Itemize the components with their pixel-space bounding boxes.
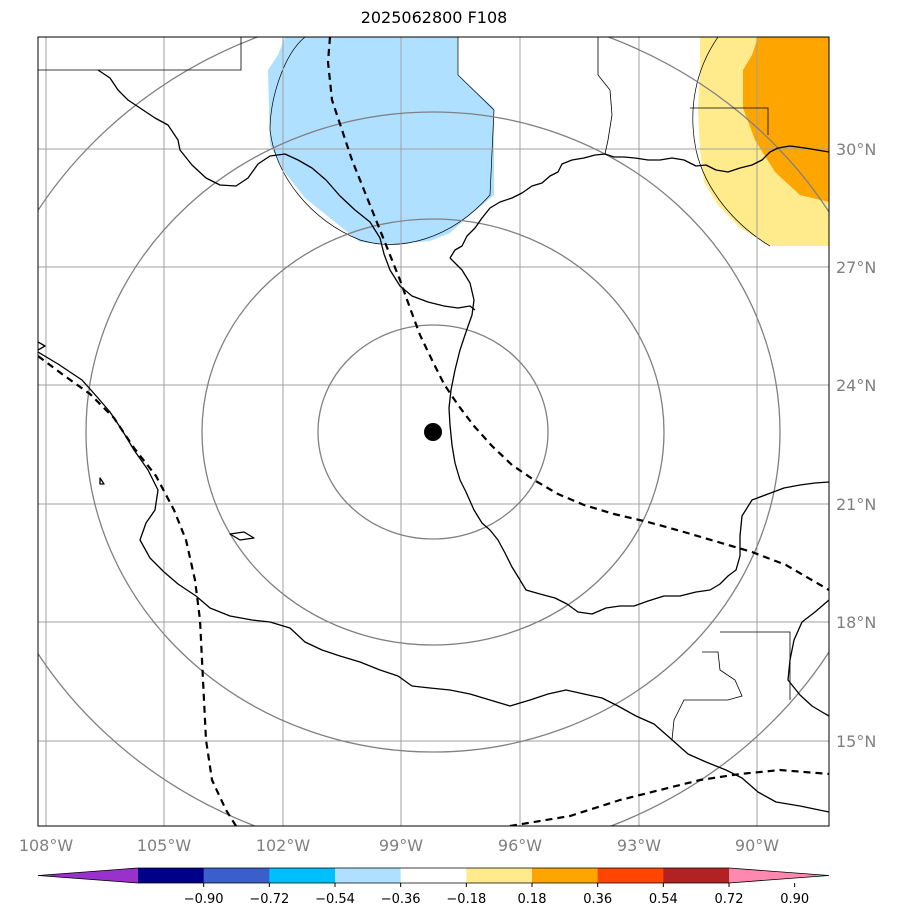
colorbar-tick-label: −0.54 xyxy=(315,892,355,907)
lon-label: 108°W xyxy=(19,836,74,855)
lat-label: 27°N xyxy=(836,258,876,277)
colorbar-tick-label: 0.18 xyxy=(518,892,547,907)
lat-label: 30°N xyxy=(836,140,876,159)
track-line-north xyxy=(326,37,829,591)
colorbar-extend-low xyxy=(38,868,138,883)
colorbar-bin xyxy=(597,868,664,883)
lat-label: 21°N xyxy=(836,495,876,514)
colorbar-bin xyxy=(335,868,402,883)
yucatan-caribbean-coastline xyxy=(787,599,829,717)
colorbar-tick-label: −0.90 xyxy=(184,892,224,907)
colorbar-tick-label: −0.36 xyxy=(381,892,421,907)
colorbar-bin xyxy=(400,868,467,883)
negative-field-shading xyxy=(268,37,494,244)
mexico-pacific-coastline xyxy=(38,351,829,813)
range-rings xyxy=(38,37,829,826)
western-coast-north xyxy=(97,69,476,311)
coastlines xyxy=(38,69,829,813)
map-plot-area xyxy=(38,37,829,826)
lon-label: 93°W xyxy=(617,836,661,855)
track-line-south xyxy=(509,768,829,826)
gridlines xyxy=(38,37,829,826)
colorbar-bin xyxy=(532,868,599,883)
colorbar-tick-label: −0.72 xyxy=(249,892,289,907)
colorbar-extend-high xyxy=(729,868,829,883)
lon-label: 105°W xyxy=(137,836,192,855)
colorbar-outline xyxy=(37,867,830,884)
colorbar-tick-label: 0.54 xyxy=(649,892,678,907)
colorbar-bin xyxy=(203,868,270,883)
storm-center-marker xyxy=(424,423,442,441)
colorbar-tick-label: 0.72 xyxy=(715,892,744,907)
longitude-labels: 108°W 105°W 102°W 99°W 96°W 93°W 90°W xyxy=(19,836,779,855)
colorbar-bin xyxy=(269,868,336,883)
lon-label: 102°W xyxy=(256,836,311,855)
baja-coastline xyxy=(38,341,46,351)
mexico-gulf-coastline xyxy=(448,257,829,615)
colorbar-bin xyxy=(466,868,533,883)
track-line-west xyxy=(38,355,237,826)
positive-field-mid-shading xyxy=(743,37,829,202)
latitude-labels: 30°N 27°N 24°N 21°N 18°N 15°N xyxy=(836,140,876,751)
lon-label: 99°W xyxy=(379,836,423,855)
lat-label: 24°N xyxy=(836,376,876,395)
map-border xyxy=(37,36,830,827)
colorbar-tick-label: 0.90 xyxy=(780,892,809,907)
colorbar-bin xyxy=(663,868,730,883)
colorbar-tick-label: −0.18 xyxy=(446,892,486,907)
lat-label: 18°N xyxy=(836,613,876,632)
island-pacific xyxy=(229,531,255,541)
lon-label: 90°W xyxy=(735,836,779,855)
island-tres-marias xyxy=(99,477,105,485)
track-lines xyxy=(38,37,829,826)
us-gulf-coastline xyxy=(449,145,829,259)
colorbar-bin xyxy=(138,868,205,883)
field-outline-east xyxy=(692,37,771,247)
map-title: 2025062800 F108 xyxy=(360,8,508,27)
political-boundaries xyxy=(38,37,791,741)
lat-label: 15°N xyxy=(836,732,876,751)
lon-label: 96°W xyxy=(498,836,542,855)
colorbar-tick-label: 0.36 xyxy=(583,892,612,907)
colorbar: −0.90 −0.72 −0.54 −0.36 −0.18 0.18 0.36 0.54 0.7… xyxy=(37,867,830,907)
field-outline xyxy=(269,37,495,245)
